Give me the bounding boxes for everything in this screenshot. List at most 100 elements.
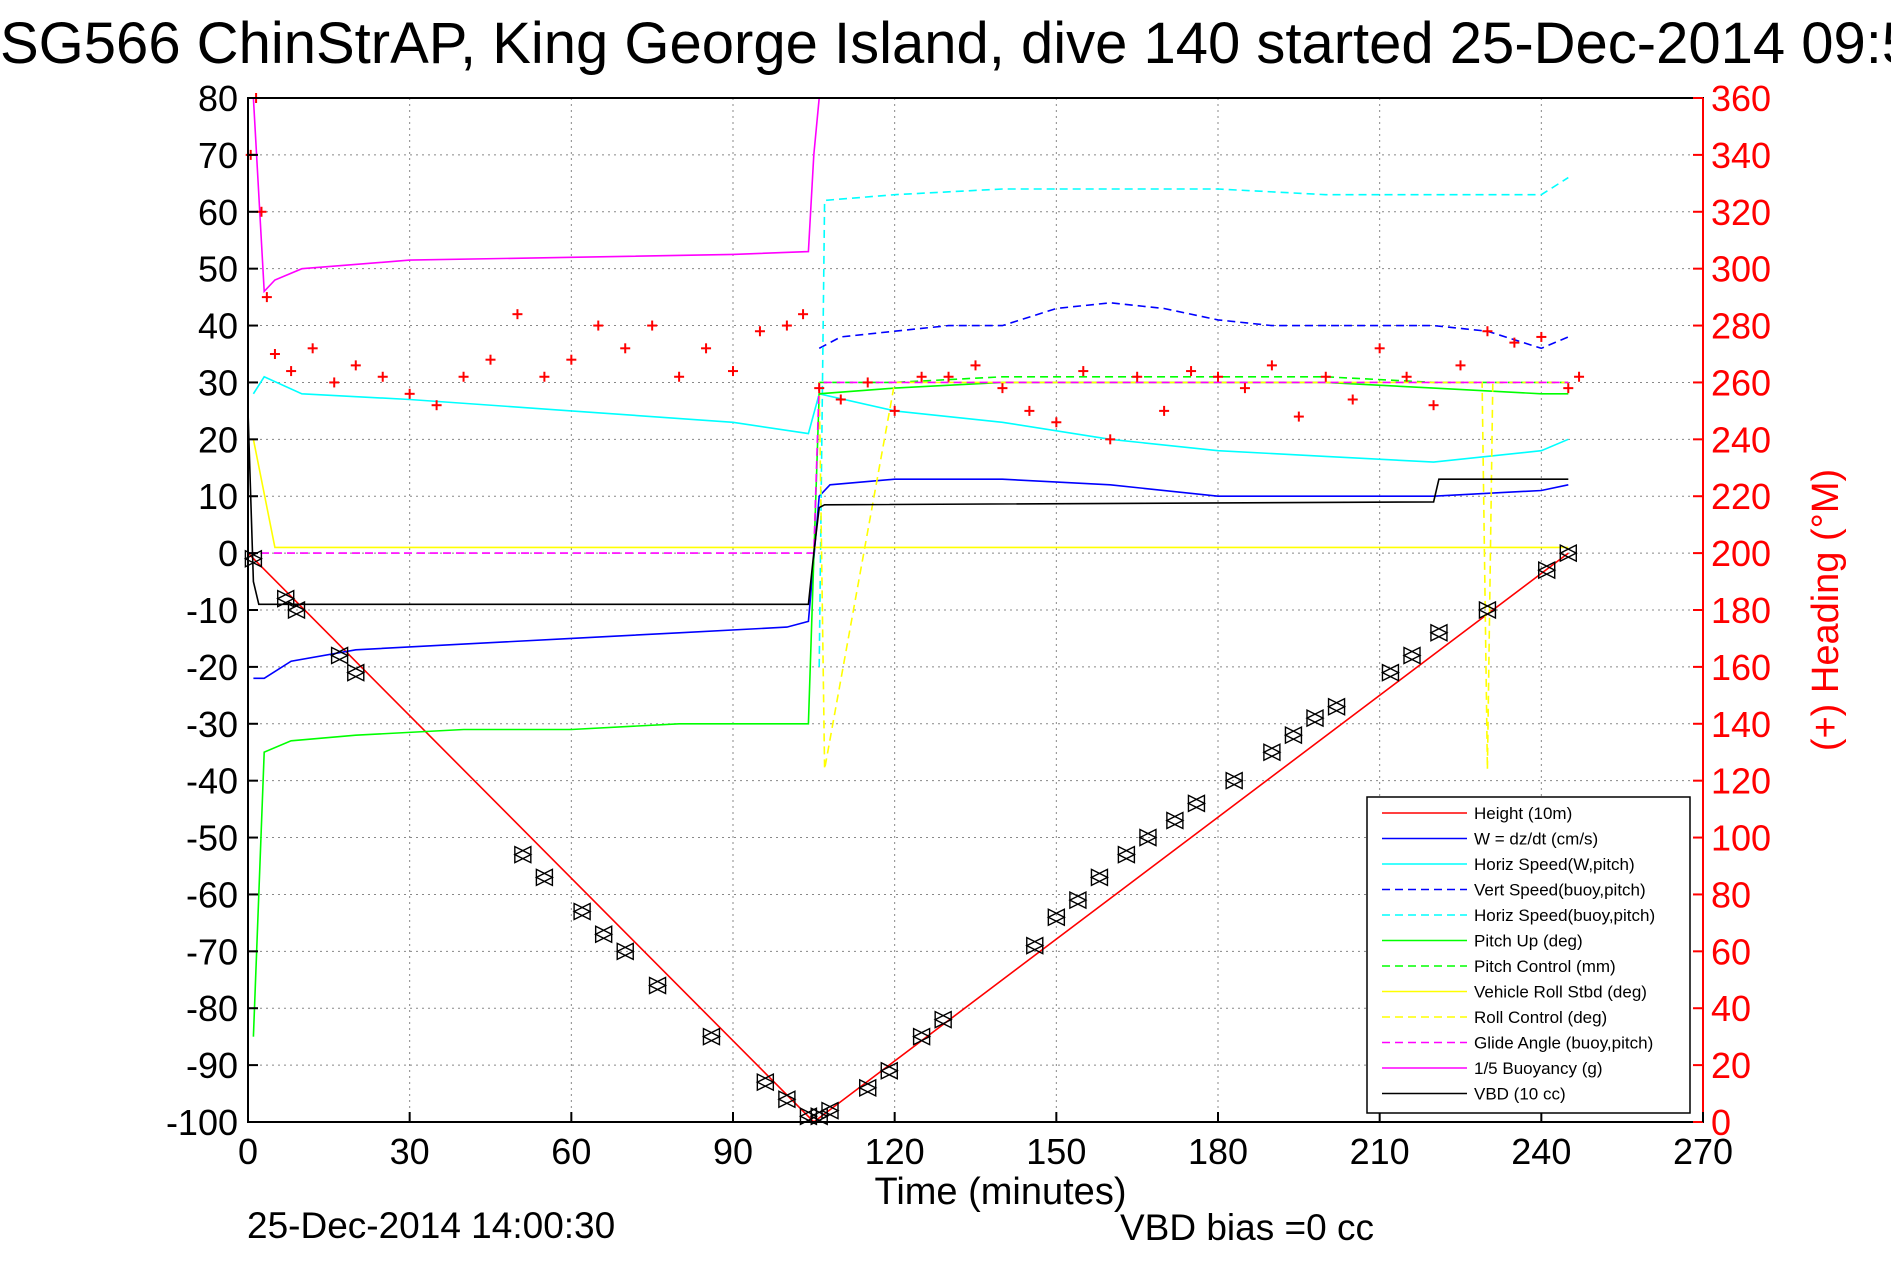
- y-tick-label: 10: [198, 476, 238, 517]
- heading-point: [916, 371, 927, 382]
- x-axis-label: Time (minutes): [875, 1171, 1127, 1213]
- series-lines: [247, 97, 1569, 1124]
- heading-point: [350, 360, 361, 371]
- legend-entry-label: Glide Angle (buoy,pitch): [1474, 1034, 1653, 1053]
- heading-point: [728, 366, 738, 377]
- legend-entry-label: Vert Speed(buoy,pitch): [1474, 881, 1646, 900]
- depth-marker: [594, 925, 614, 944]
- heading-point: [539, 371, 550, 382]
- y-right-tick-label: 300: [1711, 249, 1771, 290]
- heading-point: [889, 405, 900, 416]
- depth-marker: [1283, 726, 1304, 745]
- depth-marker: [1537, 561, 1557, 580]
- x-tick-label: 210: [1350, 1131, 1410, 1172]
- y-tick-label: 50: [198, 249, 238, 290]
- heading-point: [943, 371, 954, 382]
- y-right-tick-label: 120: [1711, 761, 1771, 802]
- y-tick-label: -40: [186, 761, 238, 802]
- heading-point: [485, 354, 496, 365]
- heading-point: [814, 383, 825, 394]
- heading-point: [1078, 366, 1089, 377]
- heading-point: [593, 320, 604, 331]
- depth-marker: [615, 942, 635, 961]
- depth-marker: [1558, 543, 1578, 563]
- y-right-tick-label: 100: [1711, 818, 1771, 859]
- heading-point: [835, 394, 846, 405]
- heading-point: [1347, 394, 1358, 405]
- depth-marker: [330, 646, 350, 665]
- y-right-tick-label: 160: [1711, 647, 1771, 688]
- heading-point: [1401, 371, 1412, 382]
- y-tick-label: -50: [186, 818, 238, 859]
- footer-timestamp: 25-Dec-2014 14:00:30: [247, 1205, 616, 1246]
- y-tick-label: -100: [166, 1102, 238, 1143]
- legend-entry-label: Roll Control (deg): [1474, 1008, 1607, 1027]
- depth-marker: [858, 1078, 878, 1098]
- heading-point: [1105, 434, 1116, 445]
- heading-point: [1536, 331, 1547, 342]
- heading-point: [1051, 417, 1062, 428]
- series-roll-control-deg: [818, 381, 1569, 770]
- depth-marker: [286, 600, 307, 620]
- heading-point: [997, 383, 1008, 394]
- heading-point: [1455, 360, 1466, 371]
- depth-marker: [1089, 868, 1110, 887]
- y-right-tick-label: 80: [1711, 874, 1751, 915]
- depth-marker: [647, 976, 668, 995]
- series-w-dz-dt-cm-s: [253, 478, 1569, 680]
- y-tick-label: -90: [186, 1045, 238, 1086]
- y-tick-label: -70: [186, 931, 238, 972]
- depth-marker: [701, 1027, 722, 1046]
- heading-point: [970, 360, 981, 371]
- depth-marker: [1068, 891, 1088, 910]
- depth-marker: [1305, 708, 1325, 728]
- x-tick-label: 120: [865, 1131, 925, 1172]
- depth-marker: [820, 1101, 840, 1120]
- y-tick-label: 70: [198, 135, 238, 176]
- depth-marker: [1262, 743, 1282, 762]
- series-vehicle-roll-stbd-deg: [252, 439, 1569, 549]
- series-horiz-speed-w-pitch: [252, 375, 1569, 463]
- legend-box: [1366, 796, 1691, 1114]
- legend-entry-label: Pitch Control (mm): [1474, 957, 1616, 976]
- depth-marker: [933, 1010, 953, 1029]
- depth-marker: [534, 868, 554, 887]
- legend-entry-label: Vehicle Roll Stbd (deg): [1474, 983, 1647, 1002]
- depth-marker: [1025, 936, 1045, 955]
- x-tick-label: 150: [1026, 1131, 1086, 1172]
- depth-marker: [798, 1107, 819, 1126]
- legend-entry-label: W = dz/dt (cm/s): [1474, 830, 1598, 849]
- depth-marker: [572, 902, 592, 921]
- x-tick-label: 60: [551, 1131, 591, 1172]
- footer-vbd-bias: VBD bias =0 cc: [1120, 1207, 1374, 1248]
- series-vert-speed-buoy-pitch: [818, 301, 1569, 350]
- y-tick-label: 80: [198, 78, 238, 119]
- depth-marker: [276, 589, 296, 608]
- x-tick-label: 270: [1673, 1131, 1733, 1172]
- heading-point: [329, 377, 340, 388]
- y-right-tick-label: 140: [1711, 704, 1771, 745]
- x-tick-label: 30: [390, 1131, 430, 1172]
- heading-point: [1213, 371, 1223, 382]
- x-tick-label: 90: [713, 1131, 753, 1172]
- x-tick-label: 0: [238, 1131, 258, 1172]
- heading-point: [1293, 411, 1304, 422]
- depth-marker: [1402, 646, 1422, 665]
- heading-point: [458, 371, 469, 382]
- heading-point: [620, 343, 631, 354]
- y-right-tick-label: 320: [1711, 192, 1771, 233]
- depth-marker: [1046, 908, 1066, 927]
- y-right-tick-label: 180: [1711, 590, 1771, 631]
- depth-marker: [346, 663, 366, 682]
- chart-title: SG566 ChinStrAP, King George Island, div…: [0, 11, 1891, 76]
- y-right-axis-label: (+) Heading (°M): [1805, 469, 1847, 751]
- heading-point: [431, 400, 442, 411]
- y-right-tick-label: 220: [1711, 476, 1771, 517]
- depth-marker: [1165, 811, 1185, 830]
- y-tick-label: 60: [198, 192, 238, 233]
- y-tick-label: -60: [186, 874, 238, 915]
- heading-point: [1266, 360, 1277, 371]
- heading-point: [701, 343, 712, 354]
- y-right-tick-label: 200: [1711, 533, 1771, 574]
